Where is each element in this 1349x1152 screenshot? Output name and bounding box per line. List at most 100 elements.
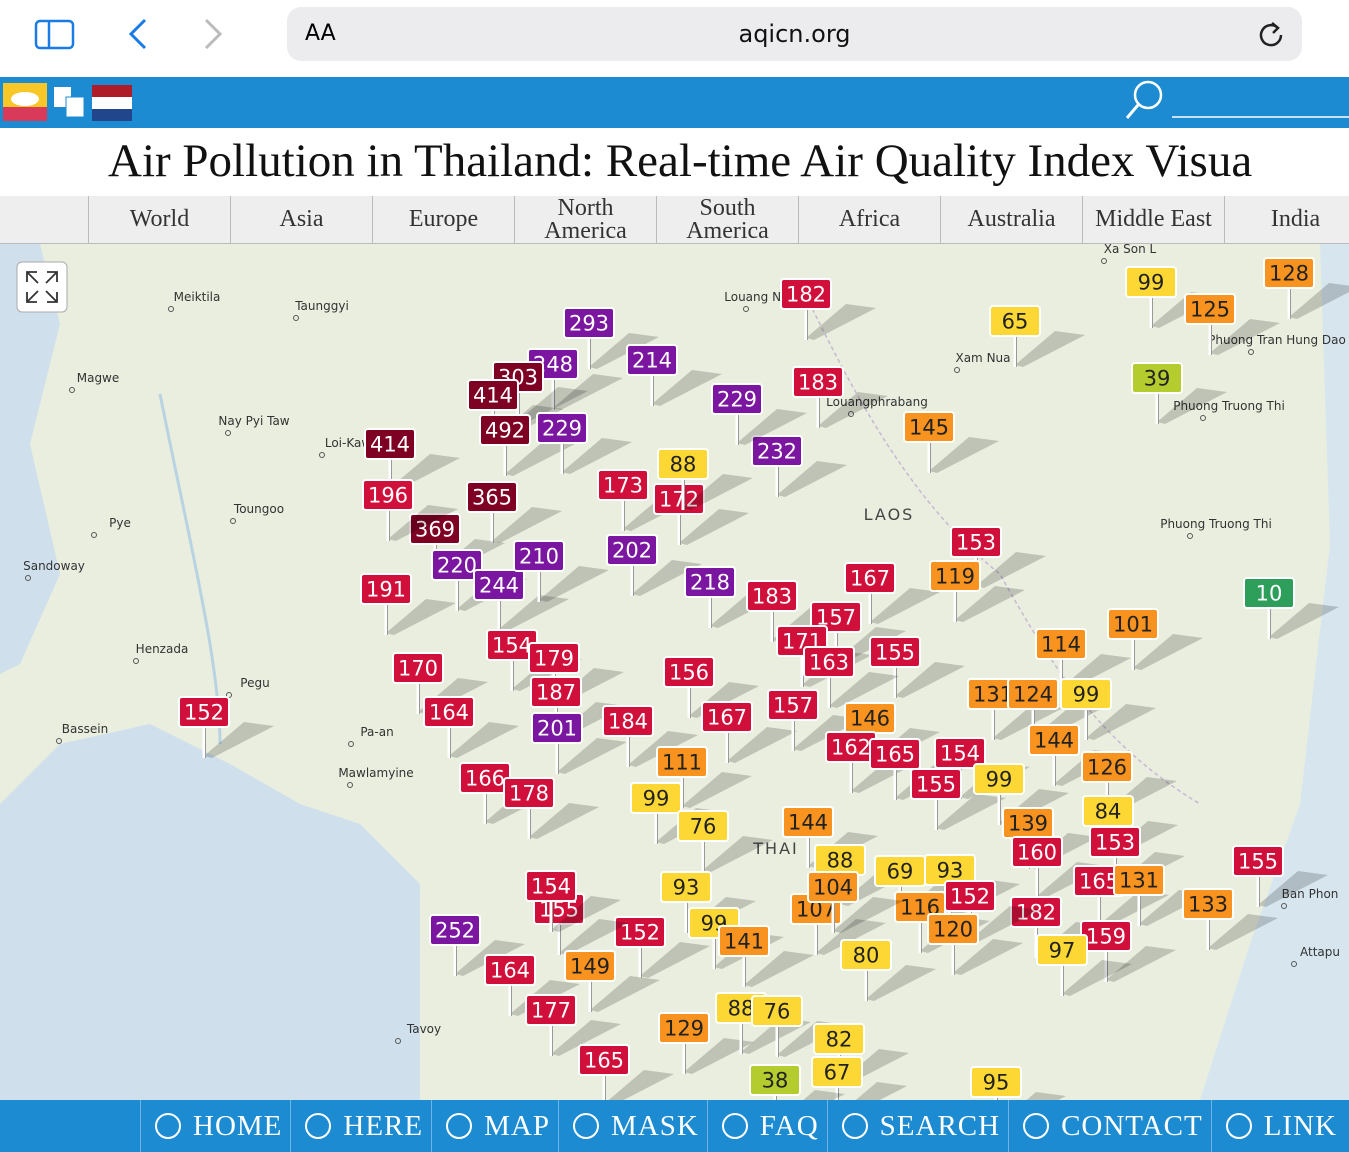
page-title: Air Pollution in Thailand: Real-time Air… bbox=[0, 128, 1349, 197]
marker-box bbox=[364, 428, 416, 460]
aqi-marker[interactable]: 119 bbox=[929, 560, 1025, 622]
aqi-marker[interactable]: 152 bbox=[178, 696, 274, 758]
region-tab[interactable]: Africa bbox=[798, 196, 940, 243]
aqi-marker[interactable]: 76 bbox=[677, 810, 773, 872]
aqi-marker[interactable]: 182 bbox=[780, 278, 876, 340]
marker-shadow bbox=[683, 474, 753, 510]
aqi-marker[interactable]: 191 bbox=[360, 573, 456, 635]
aqi-marker[interactable]: 177 bbox=[525, 994, 621, 1056]
marker-box bbox=[657, 448, 709, 480]
aqi-marker[interactable]: 152 bbox=[614, 916, 710, 978]
nav-item[interactable]: MAP bbox=[431, 1100, 558, 1152]
aqi-marker[interactable]: 172 bbox=[653, 483, 749, 545]
aqi-marker[interactable]: 201 bbox=[531, 712, 627, 774]
region-tab[interactable]: Europe bbox=[372, 196, 514, 243]
nav-item[interactable]: LINK bbox=[1210, 1100, 1345, 1152]
region-tab[interactable]: India bbox=[1224, 196, 1349, 243]
aqi-marker[interactable]: 365 bbox=[466, 481, 562, 543]
marker-box bbox=[392, 652, 444, 684]
aqi-marker[interactable]: 214 bbox=[626, 344, 722, 406]
aqi-marker[interactable]: 492 bbox=[479, 414, 575, 476]
place-dot bbox=[348, 741, 354, 747]
aqi-marker[interactable]: 129 bbox=[658, 1012, 754, 1074]
aqi-marker[interactable]: 153 bbox=[950, 526, 1046, 588]
region-tab[interactable]: Australia bbox=[940, 196, 1082, 243]
aqi-marker[interactable]: 141 bbox=[718, 925, 814, 987]
aqi-marker[interactable]: 97 bbox=[1036, 934, 1132, 996]
place-label: Pegu bbox=[240, 676, 269, 690]
aqi-marker[interactable]: 39 bbox=[1131, 362, 1227, 424]
region-tab[interactable]: North America bbox=[514, 196, 656, 243]
aqi-marker[interactable]: 114 bbox=[1035, 628, 1131, 690]
nav-item[interactable]: MASK bbox=[557, 1100, 707, 1152]
aqi-marker[interactable]: 293 bbox=[563, 307, 659, 369]
marker-box bbox=[844, 562, 896, 594]
marker-value: 128 bbox=[1269, 262, 1309, 286]
aqi-marker[interactable]: 210 bbox=[513, 540, 609, 602]
marker-box bbox=[578, 1044, 630, 1076]
aqi-marker[interactable]: 38 bbox=[749, 1064, 845, 1100]
aqi-marker[interactable]: 65 bbox=[989, 305, 1085, 367]
region-tab[interactable]: Asia bbox=[230, 196, 372, 243]
aqi-marker[interactable]: 155 bbox=[910, 768, 1006, 830]
aqi-marker[interactable]: 229 bbox=[536, 412, 632, 474]
aqi-marker[interactable]: 164 bbox=[423, 696, 519, 758]
aqi-marker[interactable]: 159 bbox=[1080, 920, 1176, 982]
region-tab[interactable]: World bbox=[88, 196, 230, 243]
aqi-marker[interactable]: 196 bbox=[362, 479, 458, 541]
aqi-marker[interactable]: 125 bbox=[1184, 293, 1280, 355]
nav-item[interactable]: SEARCH bbox=[826, 1100, 1008, 1152]
aqi-marker[interactable]: 101 bbox=[1107, 608, 1203, 670]
aqi-marker[interactable]: 111 bbox=[656, 746, 752, 808]
aqi-marker[interactable]: 229 bbox=[711, 383, 807, 445]
aqi-marker[interactable]: 128 bbox=[1263, 257, 1349, 319]
aqi-marker[interactable]: 156 bbox=[663, 656, 759, 718]
country-label: THAI bbox=[752, 839, 798, 858]
aqi-marker[interactable]: 99 bbox=[1060, 678, 1156, 740]
aqi-marker[interactable]: 149 bbox=[564, 950, 660, 1012]
marker-box bbox=[513, 540, 565, 572]
aqi-marker[interactable]: 120 bbox=[927, 913, 1023, 975]
fullscreen-button[interactable] bbox=[16, 261, 68, 313]
aqi-marker[interactable]: 104 bbox=[807, 871, 903, 933]
aqi-marker[interactable]: 244 bbox=[473, 569, 569, 631]
region-tab[interactable]: Middle East bbox=[1082, 196, 1224, 243]
nav-item[interactable]: HOME bbox=[140, 1100, 290, 1152]
aqi-marker[interactable]: 218 bbox=[684, 566, 780, 628]
aqi-marker[interactable]: 131 bbox=[1113, 864, 1209, 926]
nav-item[interactable]: CONTACT bbox=[1008, 1100, 1211, 1152]
nav-item[interactable]: FAQ bbox=[706, 1100, 827, 1152]
place-dot bbox=[743, 306, 749, 312]
aqi-marker[interactable]: 80 bbox=[840, 939, 936, 1001]
aqi-marker[interactable]: 232 bbox=[751, 435, 847, 497]
aqi-marker[interactable]: 163 bbox=[803, 646, 899, 708]
aqi-marker[interactable]: 178 bbox=[503, 777, 599, 839]
aqi-marker[interactable]: 183 bbox=[792, 366, 888, 428]
reload[interactable] bbox=[1256, 19, 1286, 49]
aqi-marker[interactable]: 167 bbox=[844, 562, 940, 624]
nav-item[interactable]: HERE bbox=[290, 1100, 431, 1152]
aqi-marker[interactable]: 95 bbox=[970, 1066, 1066, 1100]
marker-shadow bbox=[652, 370, 722, 406]
address-bar[interactable]: AA aqicn.org bbox=[287, 7, 1302, 61]
aqi-marker[interactable]: 155 bbox=[869, 636, 965, 698]
aqi-marker[interactable]: 131 bbox=[967, 678, 1063, 740]
place-label: Loi-Kaw bbox=[325, 436, 371, 450]
aqi-marker[interactable]: 88 bbox=[657, 448, 753, 510]
aqi-marker[interactable]: 10 bbox=[1243, 577, 1339, 639]
aqi-marker[interactable]: 154 bbox=[525, 870, 621, 932]
aqi-marker[interactable]: 145 bbox=[903, 411, 999, 473]
aqi-marker[interactable]: 155 bbox=[1232, 845, 1328, 907]
aqi-marker[interactable]: 126 bbox=[1081, 751, 1177, 813]
marker-box bbox=[1263, 257, 1315, 289]
aqi-marker[interactable]: 67 bbox=[811, 1056, 907, 1100]
aqi-marker[interactable]: 133 bbox=[1182, 888, 1278, 950]
aqi-marker[interactable]: 165 bbox=[1073, 865, 1169, 927]
text-size-button[interactable]: AA bbox=[305, 21, 336, 46]
nav-icon bbox=[841, 1113, 868, 1139]
aqi-marker[interactable]: 165 bbox=[578, 1044, 674, 1100]
nav-label: SEARCH bbox=[879, 1109, 1001, 1142]
marker-box bbox=[1035, 628, 1087, 660]
region-tab[interactable]: South America bbox=[656, 196, 798, 243]
aqi-marker[interactable]: 167 bbox=[701, 701, 797, 763]
